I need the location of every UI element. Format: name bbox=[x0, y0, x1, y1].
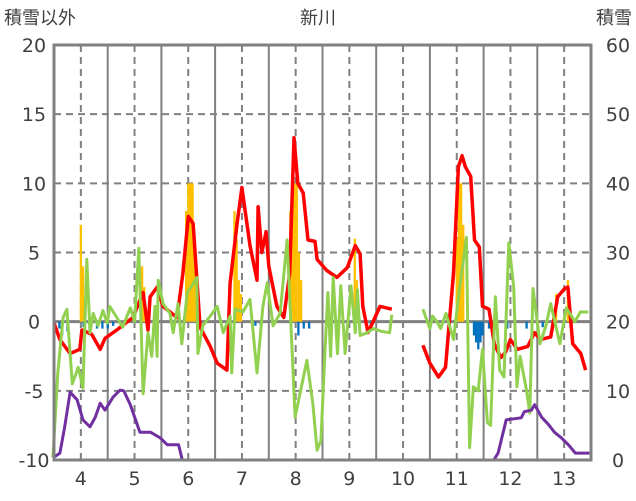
green-series-line bbox=[421, 235, 589, 450]
blue-bar bbox=[541, 321, 544, 328]
yellow-bar bbox=[235, 238, 238, 322]
y-right-tick-label: 40 bbox=[606, 173, 630, 195]
yellow-bar bbox=[299, 280, 303, 322]
yellow-bar bbox=[462, 224, 465, 322]
y-left-tick-label: -5 bbox=[25, 381, 44, 403]
right-axis-title: 積雪 bbox=[596, 8, 632, 29]
yellow-bar bbox=[233, 211, 236, 322]
x-tick-label: 6 bbox=[182, 468, 194, 490]
purple-series-line bbox=[52, 388, 392, 462]
yellow-bar bbox=[189, 183, 192, 322]
y-right-tick-label: 60 bbox=[606, 35, 630, 57]
y-left-tick-label: 20 bbox=[22, 35, 46, 57]
x-tick-label: 5 bbox=[129, 468, 141, 490]
y-left-tick-label: -10 bbox=[18, 450, 49, 472]
x-tick-label: 8 bbox=[290, 468, 302, 490]
blue-bar bbox=[477, 321, 480, 350]
y-left-tick-label: 10 bbox=[22, 173, 46, 195]
yellow-bar bbox=[237, 280, 240, 322]
x-tick-label: 7 bbox=[236, 468, 248, 490]
series-lines bbox=[51, 135, 590, 462]
blue-bar bbox=[479, 321, 482, 343]
blue-bar bbox=[307, 321, 311, 329]
red-series-line bbox=[52, 135, 393, 372]
yellow-bar bbox=[459, 183, 463, 322]
blue-bar bbox=[101, 321, 104, 329]
x-tick-label: 12 bbox=[498, 468, 522, 490]
purple-series-line bbox=[422, 403, 590, 462]
yellow-bar bbox=[457, 183, 461, 322]
x-tick-label: 11 bbox=[445, 468, 469, 490]
yellow-bar bbox=[297, 252, 301, 322]
y-right-tick-label: 20 bbox=[606, 312, 630, 334]
left-axis-title: 積雪以外 bbox=[4, 8, 76, 29]
blue-bar bbox=[106, 321, 109, 329]
blue-bar bbox=[302, 321, 305, 329]
chart-title: 新川 bbox=[300, 8, 336, 29]
blue-bar bbox=[297, 321, 300, 336]
yellow-bar bbox=[295, 183, 298, 322]
yellow-bar bbox=[239, 294, 243, 322]
x-tick-label: 13 bbox=[552, 468, 576, 490]
y-right-tick-label: 10 bbox=[606, 381, 630, 403]
blue-bar bbox=[481, 321, 484, 336]
green-series-line bbox=[51, 238, 394, 458]
blue-bar bbox=[58, 321, 61, 329]
x-tick-label: 10 bbox=[391, 468, 415, 490]
yellow-bar bbox=[353, 238, 356, 322]
blue-bar bbox=[525, 321, 528, 329]
plot-border bbox=[52, 43, 593, 462]
yellow-bar bbox=[81, 266, 85, 322]
blue-bar bbox=[474, 321, 478, 343]
yellow-bar bbox=[293, 183, 296, 322]
x-tick-label: 4 bbox=[75, 468, 87, 490]
y-left-tick-label: 0 bbox=[28, 312, 40, 334]
blue-bar bbox=[111, 321, 115, 326]
yellow-bar bbox=[455, 238, 458, 322]
yellow-bar bbox=[79, 224, 83, 322]
blue-bar bbox=[254, 321, 257, 326]
blue-bar bbox=[487, 321, 491, 329]
y-right-tick-label: 30 bbox=[606, 243, 630, 265]
x-tick-label: 9 bbox=[343, 468, 355, 490]
yellow-bar bbox=[187, 183, 190, 322]
yellow-bar bbox=[191, 183, 194, 322]
y-right-tick-label: 0 bbox=[612, 450, 624, 472]
y-left-tick-label: 15 bbox=[22, 104, 46, 126]
blue-bar bbox=[472, 321, 476, 336]
yellow-bar bbox=[291, 183, 294, 322]
yellow-bar bbox=[185, 211, 188, 322]
y-left-tick-label: 5 bbox=[28, 243, 40, 265]
y-right-tick-label: 50 bbox=[606, 104, 630, 126]
